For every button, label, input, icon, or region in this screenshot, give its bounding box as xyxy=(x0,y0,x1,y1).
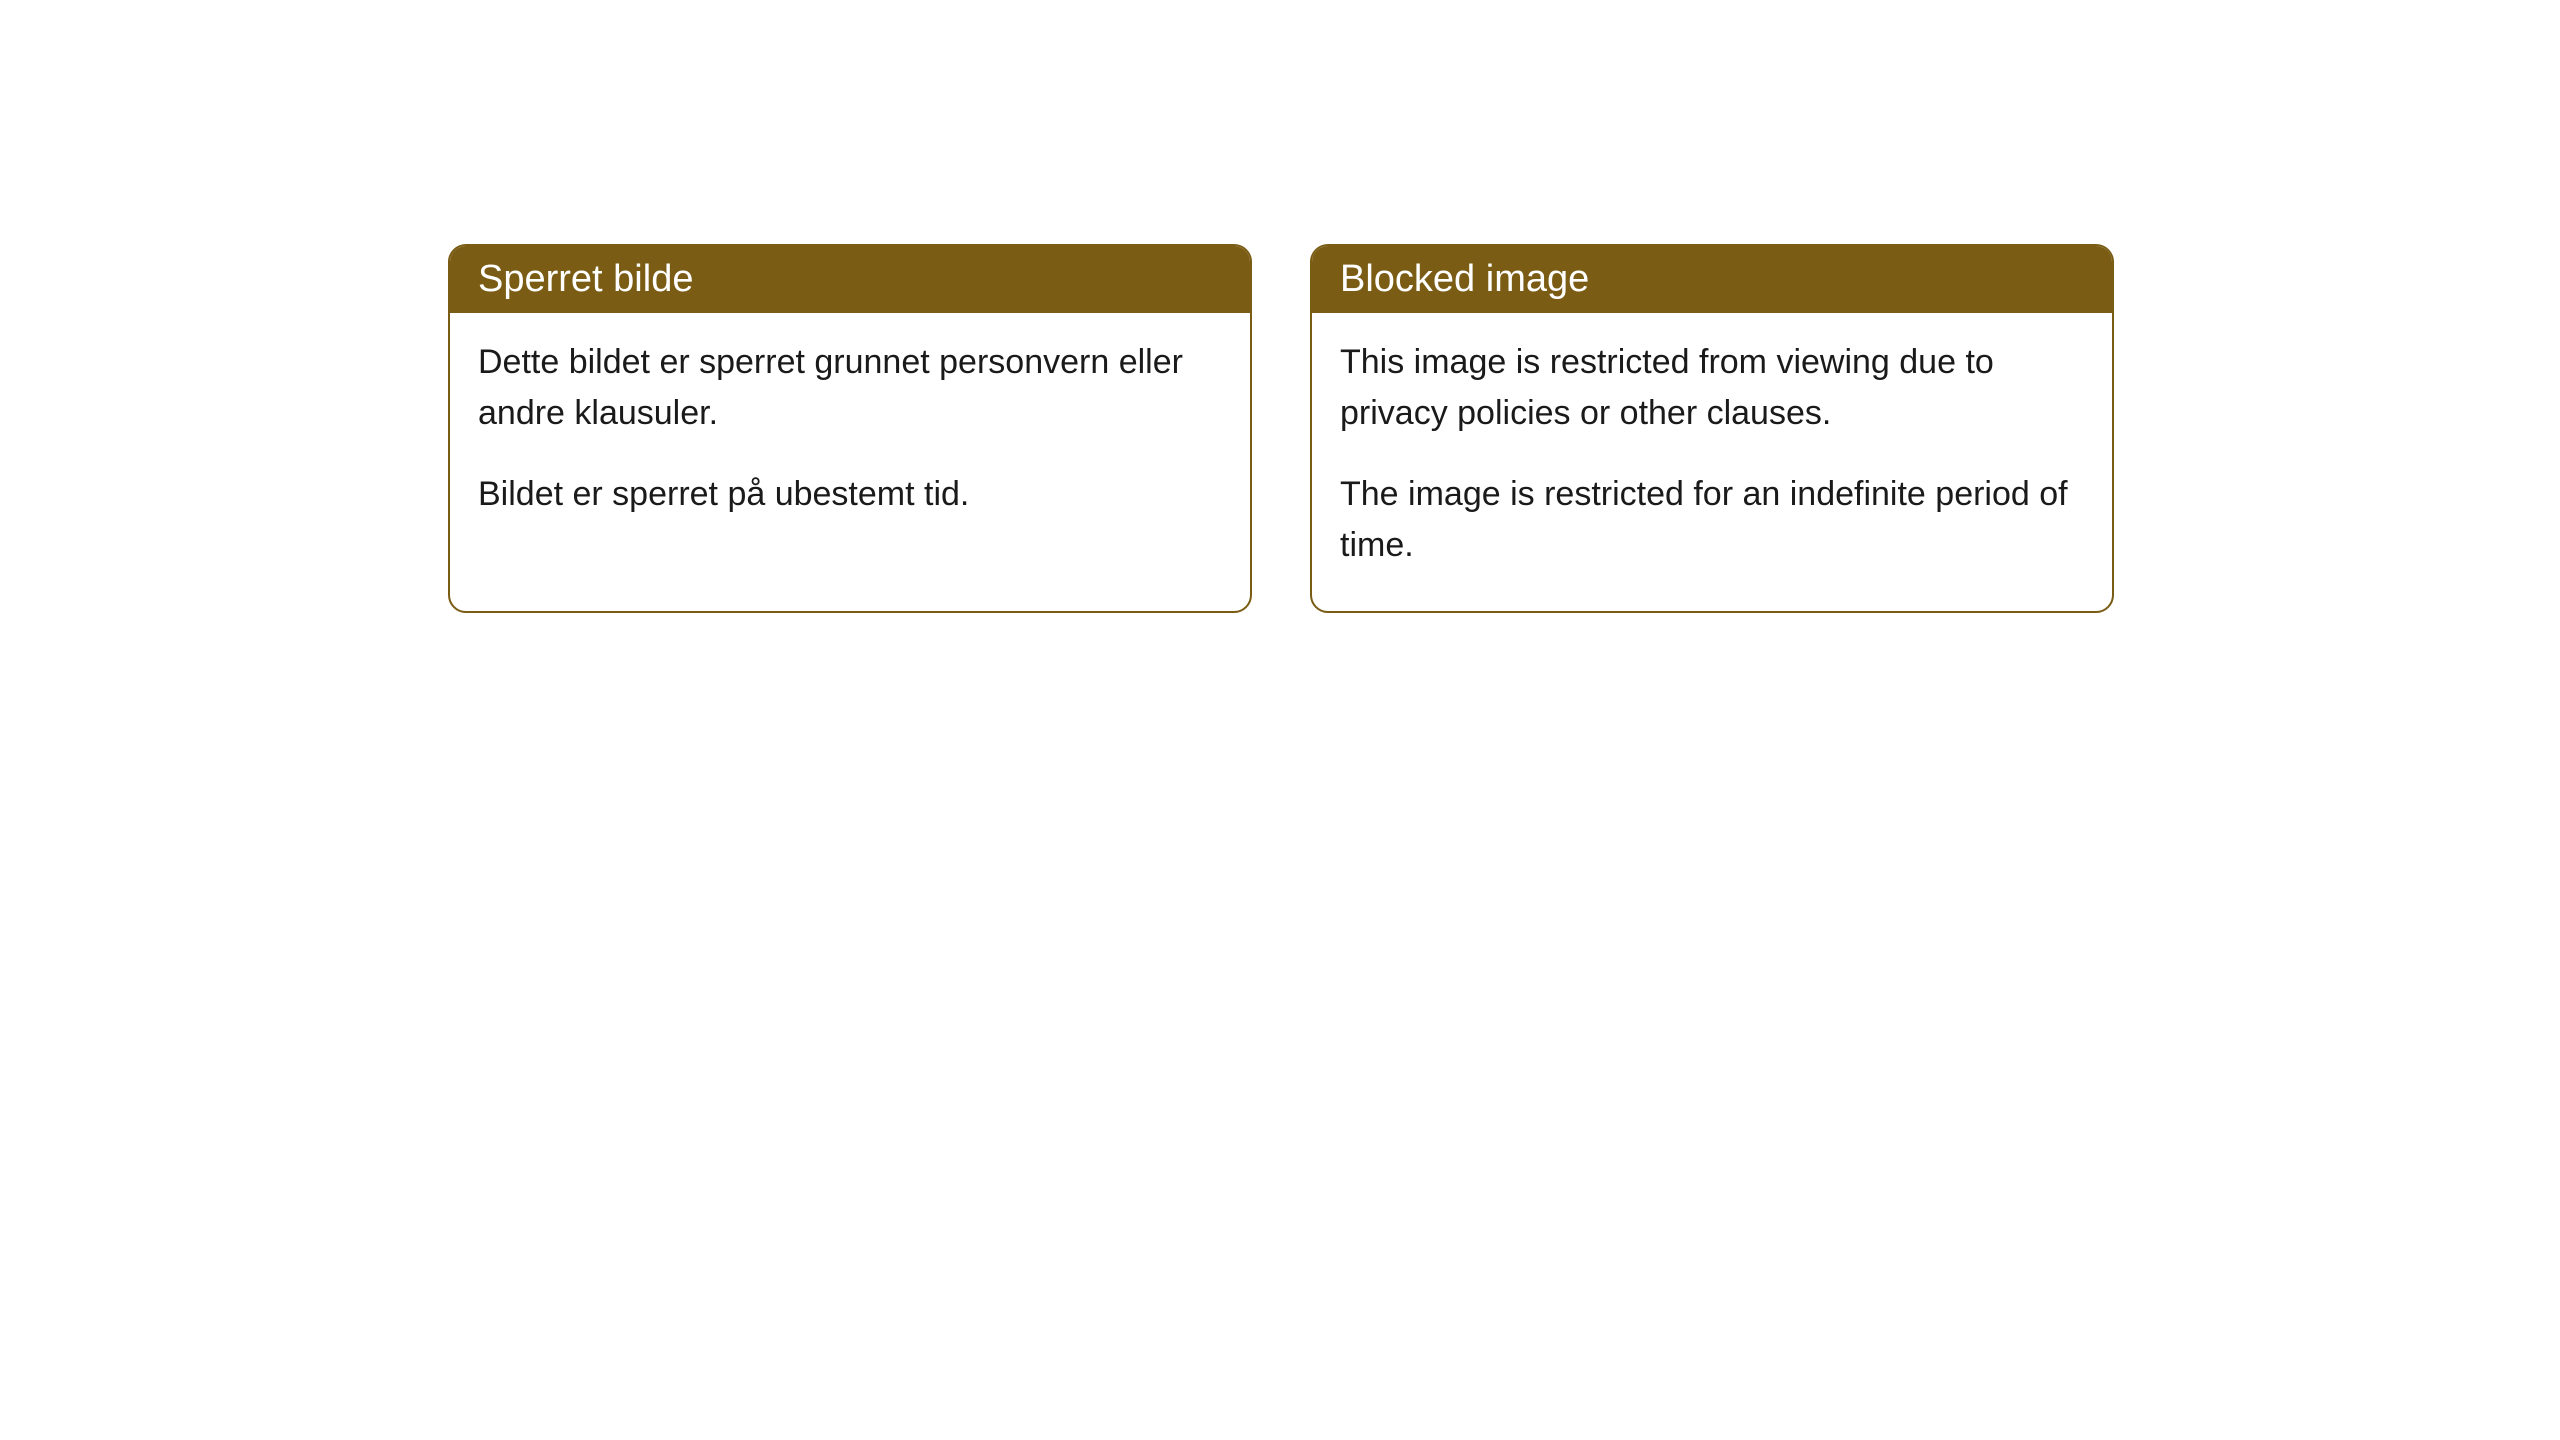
card-body-norwegian: Dette bildet er sperret grunnet personve… xyxy=(450,313,1250,560)
card-paragraph-1-english: This image is restricted from viewing du… xyxy=(1340,337,2084,439)
card-header-english: Blocked image xyxy=(1312,246,2112,313)
card-header-norwegian: Sperret bilde xyxy=(450,246,1250,313)
card-paragraph-2-norwegian: Bildet er sperret på ubestemt tid. xyxy=(478,469,1222,520)
card-title-english: Blocked image xyxy=(1340,258,1589,300)
card-paragraph-2-english: The image is restricted for an indefinit… xyxy=(1340,469,2084,571)
card-paragraph-1-norwegian: Dette bildet er sperret grunnet personve… xyxy=(478,337,1222,439)
blocked-image-card-english: Blocked image This image is restricted f… xyxy=(1310,244,2114,613)
card-title-norwegian: Sperret bilde xyxy=(478,258,693,300)
blocked-image-card-norwegian: Sperret bilde Dette bildet er sperret gr… xyxy=(448,244,1252,613)
info-cards-container: Sperret bilde Dette bildet er sperret gr… xyxy=(448,244,2114,613)
card-body-english: This image is restricted from viewing du… xyxy=(1312,313,2112,611)
